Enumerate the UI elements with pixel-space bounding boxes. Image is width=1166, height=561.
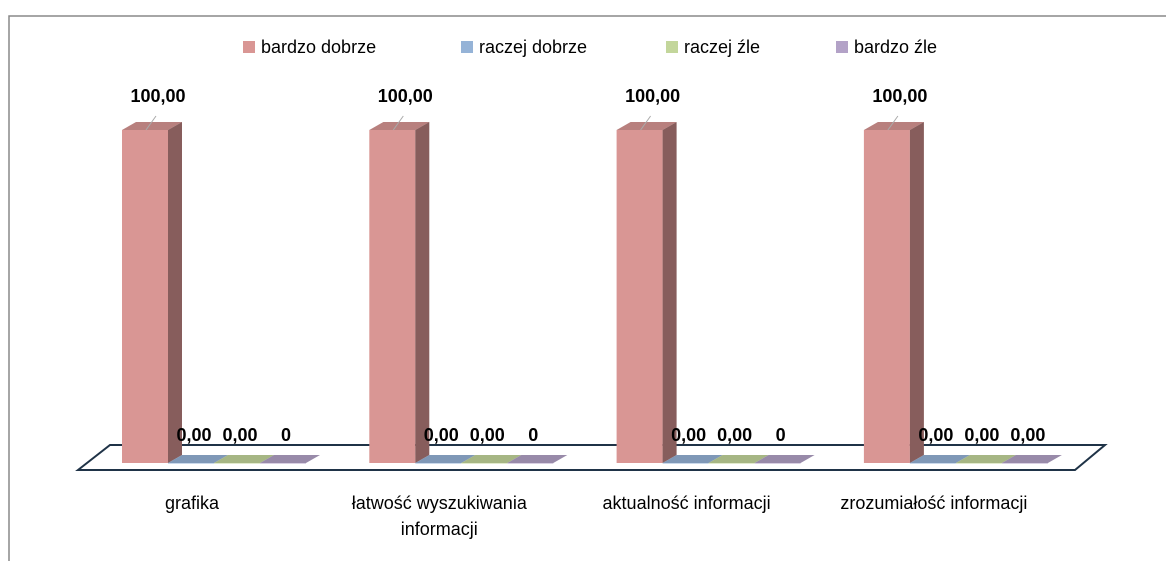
bar (507, 455, 568, 464)
legend-swatch (666, 41, 678, 53)
bar (955, 455, 1016, 464)
bar-top (708, 455, 769, 463)
leader-line (392, 115, 404, 131)
value-label: 0,00 (1010, 425, 1045, 445)
bar-side (415, 122, 430, 463)
bar-front (909, 463, 956, 464)
bar-top (214, 455, 274, 463)
bar-top (863, 122, 924, 130)
bar (461, 455, 522, 464)
value-label: 100,00 (130, 86, 185, 106)
bar-front (863, 130, 910, 463)
legend-swatch (243, 41, 255, 53)
x-tick-label: łatwość wyszukiwania informacji (351, 493, 527, 539)
legend-swatch (836, 41, 848, 53)
bar-front (1001, 463, 1048, 464)
legend-label: bardzo dobrze (261, 37, 376, 57)
floor (75, 444, 1108, 471)
legend-label: raczej źle (684, 37, 760, 57)
bar (708, 455, 769, 464)
x-tick-label: zrozumiałość informacji (840, 493, 1028, 513)
bar-front (507, 463, 554, 464)
bar-top (662, 455, 723, 463)
bar-side (662, 122, 677, 463)
bar-top (909, 455, 970, 463)
legend-label: bardzo źle (854, 37, 937, 57)
bar (122, 122, 182, 463)
x-tick-label: aktualność informacji (602, 493, 771, 513)
bar (214, 455, 274, 464)
value-label: 100,00 (378, 86, 433, 106)
bar-front (214, 463, 260, 464)
value-label: 0,00 (424, 425, 459, 445)
value-label: 0,00 (176, 425, 211, 445)
bar-front (369, 130, 416, 463)
bar (616, 122, 677, 463)
value-label: 0,00 (918, 425, 953, 445)
bar-front (415, 463, 462, 464)
bar-top (955, 455, 1016, 463)
bar-top (616, 122, 677, 130)
leader-line (640, 115, 652, 131)
bar-side (168, 122, 182, 463)
legend-label: raczej dobrze (479, 37, 587, 57)
value-label: 0,00 (717, 425, 752, 445)
bar (260, 455, 320, 464)
bar (369, 122, 430, 463)
bar-top (507, 455, 568, 463)
bar (1001, 455, 1062, 464)
bar-side (909, 122, 924, 463)
chart-frame (8, 15, 1166, 561)
bar (662, 455, 723, 464)
bar-top (168, 455, 228, 463)
bar-top (415, 455, 476, 463)
bar (754, 455, 815, 464)
value-label: 0,00 (671, 425, 706, 445)
value-label: 0,00 (964, 425, 999, 445)
value-label: 0 (528, 425, 538, 445)
bar-top (754, 455, 815, 463)
bar-front (461, 463, 508, 464)
leader-line (145, 115, 157, 131)
bar-top (260, 455, 320, 463)
bar (909, 455, 970, 464)
bar-front (754, 463, 801, 464)
bar (415, 455, 476, 464)
value-label: 0,00 (222, 425, 257, 445)
bar-top (461, 455, 522, 463)
bar-front (168, 463, 214, 464)
legend-swatch (461, 41, 473, 53)
bar-front (662, 463, 709, 464)
bar-front (122, 130, 168, 463)
bar (168, 455, 228, 464)
value-label: 0 (281, 425, 291, 445)
bar-front (260, 463, 306, 464)
value-label: 0,00 (470, 425, 505, 445)
bar (863, 122, 924, 463)
value-label: 0 (776, 425, 786, 445)
bar-front (955, 463, 1002, 464)
value-label: 100,00 (625, 86, 680, 106)
bar-top (122, 122, 182, 130)
value-label: 100,00 (872, 86, 927, 106)
bar-top (369, 122, 430, 130)
leader-line (887, 115, 899, 131)
x-tick-label: grafika (164, 493, 220, 513)
bar-front (708, 463, 755, 464)
bar-top (1001, 455, 1062, 463)
bar-front (616, 130, 663, 463)
